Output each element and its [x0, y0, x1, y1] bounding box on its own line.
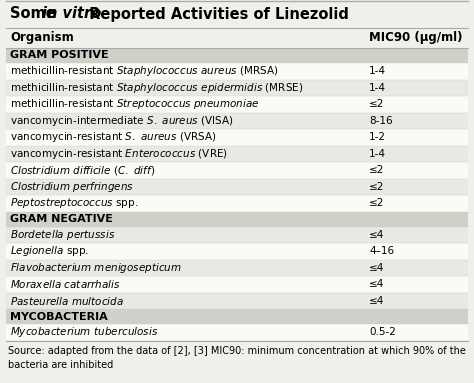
Text: Reported Activities of Linezolid: Reported Activities of Linezolid [84, 7, 349, 21]
Text: ≤4: ≤4 [369, 279, 384, 289]
Text: 8-16: 8-16 [369, 116, 392, 126]
Text: MIC90 (μg/ml): MIC90 (μg/ml) [369, 31, 463, 44]
Text: $\it{Pasteurella\ multocida}$: $\it{Pasteurella\ multocida}$ [10, 295, 124, 307]
Bar [6, 162, 468, 178]
Text: ≤2: ≤2 [369, 99, 384, 109]
Bar [6, 195, 468, 211]
Text: $\it{Clostridium\ perfringens}$: $\it{Clostridium\ perfringens}$ [10, 180, 134, 194]
Text: vancomycin-intermediate $\it{S.\ aureus}$ (VISA): vancomycin-intermediate $\it{S.\ aureus}… [10, 114, 234, 128]
Text: MYCOBACTERIA: MYCOBACTERIA [10, 311, 108, 321]
Bar [6, 63, 468, 80]
Bar [6, 146, 468, 162]
Text: methicillin-resistant $\it{Staphylococcus\ epidermidis}$ (MRSE): methicillin-resistant $\it{Staphylococcu… [10, 81, 303, 95]
Text: ≤4: ≤4 [369, 263, 384, 273]
Bar [6, 80, 468, 96]
Text: ≤2: ≤2 [369, 182, 384, 192]
Text: $\it{Moraxella\ catarrhalis}$: $\it{Moraxella\ catarrhalis}$ [10, 278, 121, 290]
Bar [6, 129, 468, 146]
Text: Organism: Organism [10, 31, 74, 44]
Text: 1-2: 1-2 [369, 132, 386, 142]
Text: 0.5-2: 0.5-2 [369, 327, 396, 337]
Text: vancomycin-resistant $\it{S.\ aureus}$ (VRSA): vancomycin-resistant $\it{S.\ aureus}$ (… [10, 130, 216, 144]
Bar [6, 96, 468, 113]
Bar [6, 260, 468, 276]
Text: $\it{Mycobacterium\ tuberculosis}$: $\it{Mycobacterium\ tuberculosis}$ [10, 325, 158, 339]
Text: ≤4: ≤4 [369, 296, 384, 306]
Bar [6, 113, 468, 129]
Text: in vitro: in vitro [42, 7, 101, 21]
Text: GRAM NEGATIVE: GRAM NEGATIVE [10, 214, 113, 224]
Bar [6, 243, 468, 260]
Bar [6, 48, 468, 63]
Text: 1-4: 1-4 [369, 83, 386, 93]
Bar [6, 293, 468, 309]
Bar [6, 309, 468, 324]
Bar [6, 178, 468, 195]
Text: $\it{Peptostreptococcus}$ spp.: $\it{Peptostreptococcus}$ spp. [10, 196, 138, 210]
Text: $\it{Legionella}$ spp.: $\it{Legionella}$ spp. [10, 244, 89, 258]
Text: ≤2: ≤2 [369, 198, 384, 208]
Bar [6, 324, 468, 340]
Text: vancomycin-resistant $\it{Enterococcus}$ (VRE): vancomycin-resistant $\it{Enterococcus}$… [10, 147, 228, 161]
Text: ≤2: ≤2 [369, 165, 384, 175]
Bar [6, 0, 468, 28]
Text: ≤4: ≤4 [369, 230, 384, 240]
Text: $\it{Flavobacterium\ menigosepticum}$: $\it{Flavobacterium\ menigosepticum}$ [10, 261, 182, 275]
Text: 1-4: 1-4 [369, 66, 386, 76]
Bar [6, 28, 468, 48]
Text: 1-4: 1-4 [369, 149, 386, 159]
Bar [6, 276, 468, 293]
Text: GRAM POSITIVE: GRAM POSITIVE [10, 51, 109, 61]
Text: methicillin-resistant $\it{Streptococcus\ pneumoniae}$: methicillin-resistant $\it{Streptococcus… [10, 97, 260, 111]
Text: $\it{Clostridium\ difficile}$ ($\it{C.\ diff}$): $\it{Clostridium\ difficile}$ ($\it{C.\ … [10, 164, 155, 177]
Text: methicillin-resistant $\it{Staphylococcus\ aureus}$ (MRSA): methicillin-resistant $\it{Staphylococcu… [10, 64, 279, 78]
Bar [6, 226, 468, 243]
Text: Some: Some [10, 7, 61, 21]
Text: 4–16: 4–16 [369, 246, 394, 256]
Text: Source: adapted from the data of [2], [3] MIC90: minimum concentration at which : Source: adapted from the data of [2], [3… [8, 347, 466, 370]
Text: $\it{Bordetella\ pertussis}$: $\it{Bordetella\ pertussis}$ [10, 228, 115, 242]
Bar [6, 211, 468, 226]
